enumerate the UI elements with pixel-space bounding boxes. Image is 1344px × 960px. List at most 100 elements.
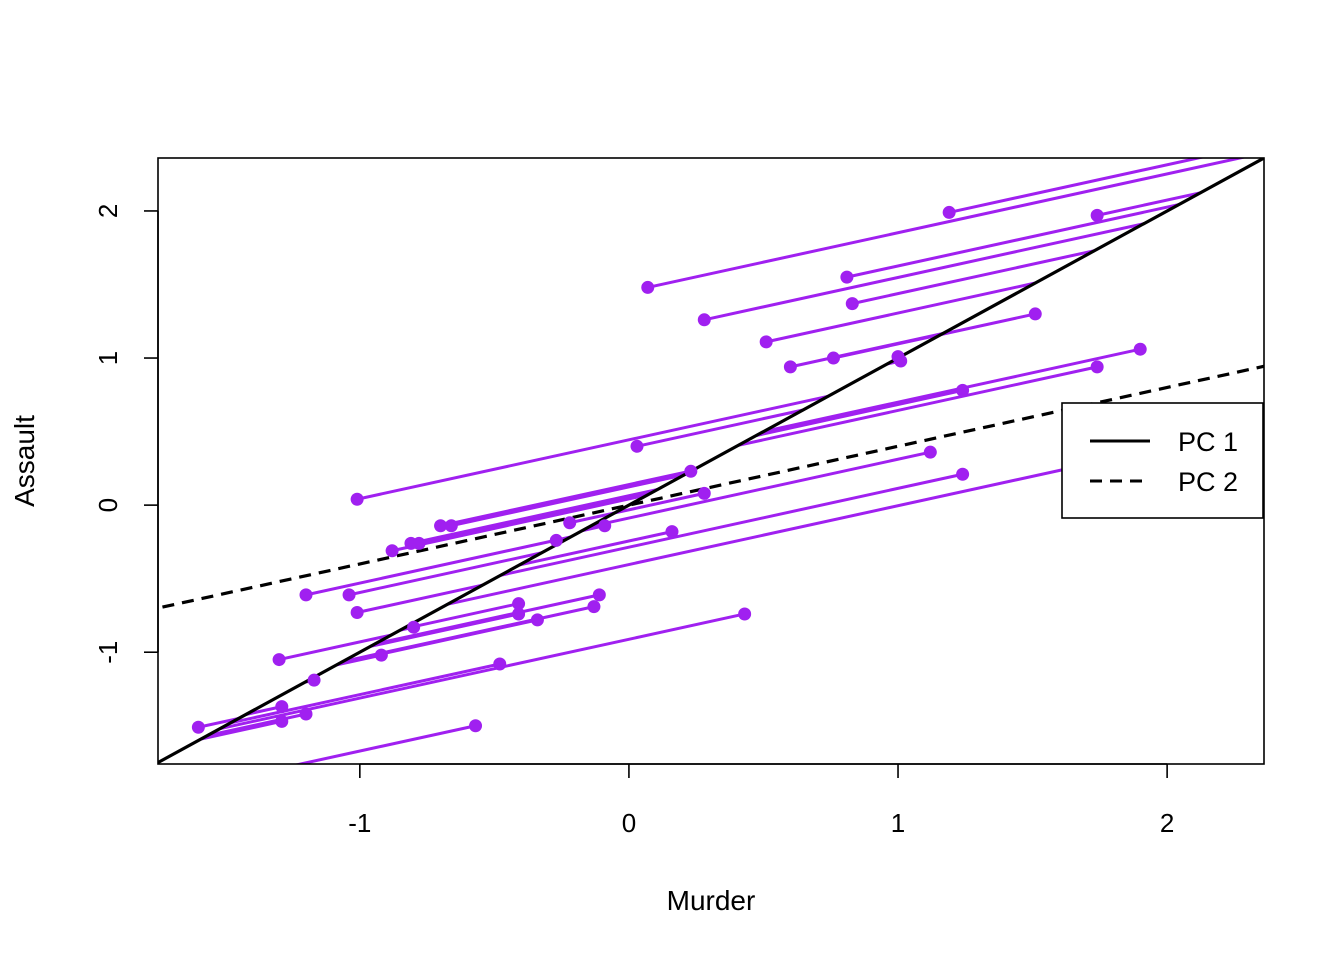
projection-segment-8 bbox=[1096, 191, 1201, 217]
data-point-34 bbox=[592, 588, 606, 602]
data-point-3 bbox=[684, 464, 698, 478]
x-tick-label: -1 bbox=[348, 808, 371, 838]
data-point-8 bbox=[1090, 208, 1104, 222]
data-point-28 bbox=[275, 714, 289, 728]
legend: PC 1 PC 2 bbox=[1061, 402, 1264, 519]
projection-segment-36 bbox=[450, 473, 685, 528]
data-point-5 bbox=[630, 439, 644, 453]
data-point-27 bbox=[894, 354, 908, 368]
projection-segment-10 bbox=[293, 724, 476, 764]
projection-segment-1 bbox=[765, 281, 1036, 344]
data-point-42 bbox=[956, 467, 970, 481]
data-point-47 bbox=[563, 516, 577, 530]
data-point-26 bbox=[407, 620, 421, 634]
projection-segment-38 bbox=[348, 551, 543, 597]
y-axis-title: Assault bbox=[9, 415, 40, 507]
legend-label-pc2: PC 2 bbox=[1178, 467, 1238, 497]
projection-segment-48 bbox=[356, 583, 484, 614]
pc-line-2 bbox=[158, 364, 1264, 610]
data-point-30 bbox=[845, 297, 859, 311]
x-axis: -1 0 1 2 bbox=[348, 763, 1174, 838]
data-point-39 bbox=[1028, 307, 1042, 321]
data-point-45 bbox=[665, 525, 679, 539]
projection-segment-23 bbox=[763, 347, 1141, 434]
projection-segment-34 bbox=[374, 593, 600, 646]
projection-segment-7 bbox=[410, 487, 658, 545]
data-point-31 bbox=[826, 351, 840, 365]
x-axis-title: Murder bbox=[667, 885, 756, 916]
projection-segment-41 bbox=[589, 450, 931, 529]
data-point-2 bbox=[641, 280, 655, 294]
x-tick-label: 1 bbox=[891, 808, 905, 838]
data-point-10 bbox=[469, 719, 483, 733]
data-point-6 bbox=[434, 519, 448, 533]
data-point-43 bbox=[299, 707, 313, 721]
data-point-22 bbox=[307, 673, 321, 687]
projection-segment-28 bbox=[200, 719, 283, 741]
projection-segment-11 bbox=[305, 535, 571, 597]
projection-segment-46 bbox=[336, 653, 382, 667]
data-point-35 bbox=[549, 533, 563, 547]
data-point-25 bbox=[512, 607, 526, 621]
projection-segment-42 bbox=[500, 472, 963, 577]
data-point-33 bbox=[191, 720, 205, 734]
data-point-29 bbox=[598, 519, 612, 533]
data-point-38 bbox=[342, 588, 356, 602]
data-point-37 bbox=[530, 613, 544, 627]
data-point-4 bbox=[697, 313, 711, 327]
projection-segment-40 bbox=[356, 394, 829, 501]
data-point-20 bbox=[412, 536, 426, 550]
projection-segment-30 bbox=[851, 249, 1095, 306]
data-point-18 bbox=[272, 653, 286, 667]
data-point-19 bbox=[840, 270, 854, 284]
data-point-15 bbox=[512, 597, 526, 611]
data-points bbox=[191, 205, 1231, 734]
projection-segment-39 bbox=[940, 312, 1036, 336]
data-point-41 bbox=[923, 445, 937, 459]
data-point-11 bbox=[299, 588, 313, 602]
projection-segment-24 bbox=[614, 491, 705, 515]
data-point-46 bbox=[374, 648, 388, 662]
legend-label-pc1: PC 1 bbox=[1178, 427, 1238, 457]
projection-segment-19 bbox=[846, 203, 1180, 279]
component-lines bbox=[158, 158, 1264, 764]
data-point-40 bbox=[350, 492, 364, 506]
y-tick-label: 1 bbox=[93, 351, 123, 365]
data-point-44 bbox=[385, 544, 399, 558]
data-point-14 bbox=[275, 700, 289, 714]
y-tick-label: 0 bbox=[93, 498, 123, 512]
projection-segment-6 bbox=[440, 469, 693, 528]
projection-segment-4 bbox=[703, 222, 1145, 322]
projection-segment-43 bbox=[207, 712, 307, 738]
y-tick-label: 2 bbox=[93, 204, 123, 218]
y-tick-label: -1 bbox=[93, 641, 123, 664]
data-point-12 bbox=[783, 360, 797, 374]
projection-segment-0 bbox=[755, 388, 963, 437]
projection-segment-2 bbox=[647, 158, 1247, 289]
projection-segment-33 bbox=[198, 716, 240, 729]
data-point-16 bbox=[738, 607, 752, 621]
data-point-48 bbox=[350, 606, 364, 619]
projection-segment-5 bbox=[636, 408, 804, 448]
projection-segment-31 bbox=[833, 333, 942, 360]
y-axis: -1 0 1 2 bbox=[93, 204, 159, 664]
projection-segment-44 bbox=[391, 493, 649, 553]
data-point-0 bbox=[956, 383, 970, 397]
data-point-49 bbox=[493, 657, 507, 671]
projection-segment-18 bbox=[278, 633, 392, 662]
projection-segment-32 bbox=[948, 158, 1206, 214]
projection-segment-15 bbox=[401, 602, 519, 631]
data-point-23 bbox=[1133, 342, 1147, 356]
projection-segment-17 bbox=[738, 365, 1098, 447]
data-point-17 bbox=[1090, 360, 1104, 374]
data-point-1 bbox=[759, 335, 773, 349]
data-point-36 bbox=[444, 519, 458, 533]
legend-box bbox=[1061, 402, 1264, 519]
projection-segment-47 bbox=[569, 511, 615, 525]
projection-segment-49 bbox=[230, 662, 501, 725]
x-tick-label: 0 bbox=[622, 808, 636, 838]
x-tick-label: 2 bbox=[1160, 808, 1174, 838]
pc-line-1 bbox=[158, 158, 1264, 764]
data-point-32 bbox=[942, 205, 956, 219]
